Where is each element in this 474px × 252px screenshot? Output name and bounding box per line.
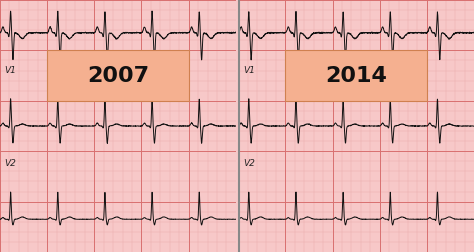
Text: V2: V2 [5, 159, 17, 168]
FancyBboxPatch shape [47, 50, 189, 101]
Text: V2: V2 [243, 159, 255, 168]
Text: 2007: 2007 [87, 66, 149, 86]
FancyBboxPatch shape [285, 50, 427, 101]
Text: 2014: 2014 [325, 66, 387, 86]
Text: V1: V1 [5, 66, 17, 75]
Text: V1: V1 [243, 66, 255, 75]
